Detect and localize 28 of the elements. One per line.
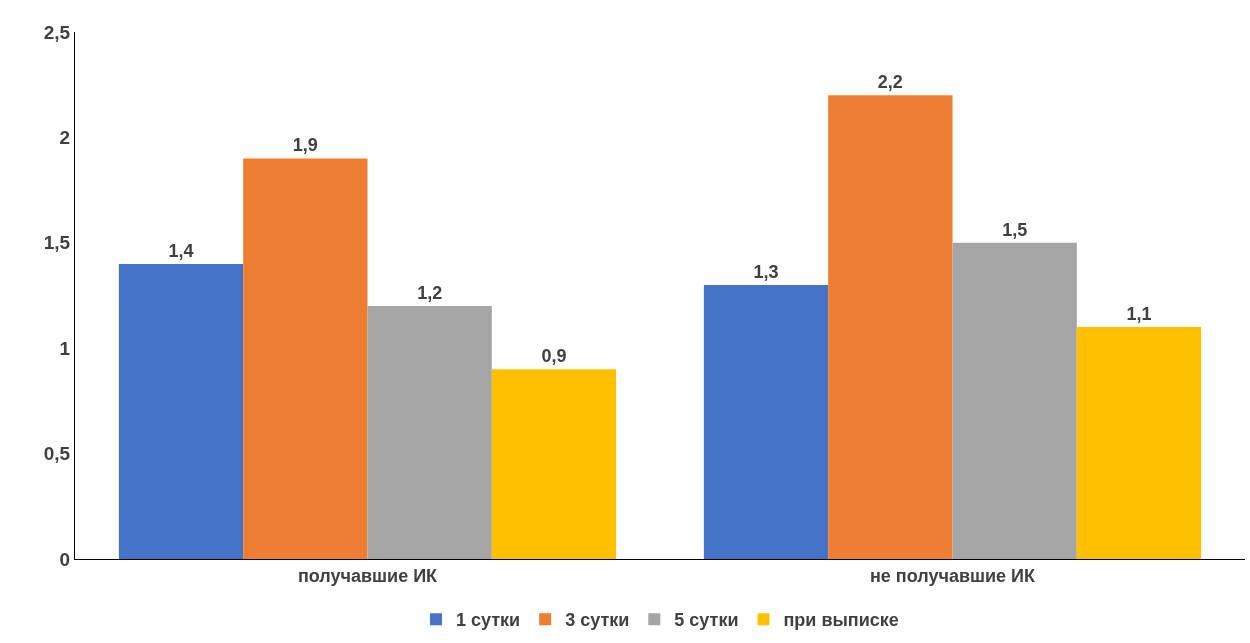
bar [952, 242, 1077, 559]
data-label: 1,4 [168, 240, 194, 261]
x-tick-label: получавшие ИК [297, 565, 439, 586]
y-tick-label: 0,5 [43, 443, 71, 465]
y-tick-label: 2,5 [43, 21, 71, 43]
data-label: 2,2 [877, 72, 903, 93]
data-label: 0,9 [541, 346, 567, 367]
bar [828, 95, 953, 559]
y-tick-label: 1 [59, 337, 71, 359]
data-label: 1,2 [417, 283, 443, 304]
legend-label: 1 сутки [456, 610, 521, 631]
data-label: 1,5 [1002, 219, 1028, 240]
x-tick-label: не получавшие ИК [869, 565, 1037, 586]
legend-label: 3 сутки [565, 610, 630, 631]
bar [367, 306, 492, 559]
bar [491, 369, 617, 559]
bar [1076, 327, 1202, 559]
y-tick-label: 0 [59, 548, 71, 570]
bar [243, 158, 368, 559]
y-tick-label: 1,5 [43, 232, 71, 254]
bar [703, 284, 829, 559]
data-label: 1,1 [1126, 304, 1152, 325]
data-label: 1,9 [292, 135, 318, 156]
data-label: 1,3 [753, 261, 779, 282]
legend-label: 5 сутки [674, 610, 739, 631]
y-tick-label: 2 [59, 127, 71, 149]
legend-label: при выписке [783, 610, 899, 631]
bar [118, 263, 244, 559]
